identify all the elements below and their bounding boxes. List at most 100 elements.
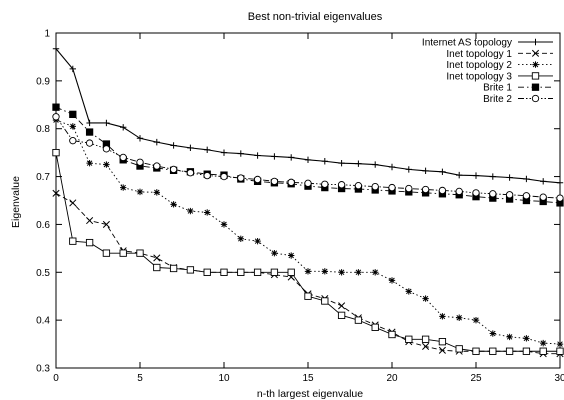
series-5 — [52, 113, 564, 202]
data-point — [153, 189, 160, 196]
legend-label: Brite 2 — [483, 94, 512, 105]
data-point — [489, 190, 497, 198]
data-point — [153, 138, 160, 146]
data-point — [472, 316, 480, 324]
data-point — [253, 175, 262, 184]
data-point — [136, 249, 144, 257]
legend-label: Internet AS topology — [422, 38, 512, 49]
data-point — [321, 268, 328, 275]
data-point — [203, 268, 211, 276]
data-point — [86, 217, 94, 225]
data-point — [203, 171, 211, 180]
data-point — [287, 268, 295, 276]
data-point — [489, 330, 496, 337]
data-point — [472, 189, 480, 197]
data-point — [136, 135, 144, 142]
data-point — [539, 347, 547, 355]
data-point — [540, 178, 547, 185]
data-point — [288, 252, 295, 259]
data-point — [85, 128, 94, 136]
data-point — [337, 181, 346, 189]
data-point — [102, 249, 111, 257]
data-point — [355, 269, 362, 276]
x-tick-label: 30 — [554, 373, 564, 384]
data-point — [371, 323, 379, 331]
y-tick-label: 0.8 — [36, 124, 50, 135]
plot-area: 0 5 10 15 20 25 30 0.3 0.4 0.5 0.6 0.7 0.8 0.9 1 — [36, 29, 564, 385]
legend-marker — [531, 94, 540, 103]
data-point — [338, 159, 345, 167]
data-point — [489, 173, 496, 180]
data-point — [489, 347, 497, 355]
data-point — [237, 174, 245, 182]
data-point — [102, 220, 110, 228]
chart-title: Best non-trivial eigenvalues — [248, 11, 383, 23]
data-point — [304, 156, 312, 164]
x-axis-label: n-th largest eigenvalue — [257, 388, 363, 400]
legend-marker — [532, 61, 539, 68]
x-tick-label: 10 — [218, 373, 230, 384]
y-tick-label: 1 — [44, 29, 50, 40]
data-point — [69, 123, 76, 130]
legend-marker — [532, 38, 539, 46]
data-point — [254, 152, 261, 159]
data-point — [52, 148, 60, 157]
data-point — [354, 182, 363, 190]
data-point — [523, 175, 530, 183]
y-tick-label: 0.4 — [36, 316, 50, 327]
data-point — [405, 184, 413, 193]
data-point — [220, 221, 228, 228]
data-point — [439, 313, 446, 320]
data-point — [270, 177, 279, 186]
data-point — [354, 316, 363, 324]
data-point — [455, 187, 463, 196]
data-point — [187, 144, 194, 152]
legend-item: Brite 2 — [483, 94, 553, 105]
data-point — [86, 119, 93, 127]
data-point — [119, 153, 127, 162]
data-point — [271, 153, 278, 160]
data-point — [556, 179, 564, 186]
data-point — [136, 158, 144, 166]
legend-item: Inet topology 3 — [446, 71, 553, 82]
data-point — [153, 254, 161, 262]
data-point — [422, 342, 430, 351]
data-point — [321, 297, 329, 305]
data-point — [304, 292, 312, 300]
legend-label: Brite 1 — [483, 83, 512, 94]
data-point — [270, 268, 279, 276]
data-point — [237, 150, 244, 157]
data-point — [204, 146, 211, 153]
data-point — [321, 158, 328, 165]
data-point — [422, 295, 429, 302]
series-2 — [52, 116, 564, 348]
data-point — [52, 113, 60, 121]
data-point — [204, 209, 211, 216]
y-tick-label: 0.3 — [36, 364, 50, 375]
data-point — [438, 186, 447, 195]
series-0 — [52, 45, 564, 186]
data-point — [421, 185, 430, 194]
x-tick-label: 0 — [53, 373, 59, 384]
data-point — [422, 167, 429, 175]
data-point — [220, 149, 228, 156]
data-point — [506, 174, 513, 181]
x-tick-label: 5 — [137, 373, 143, 384]
data-point — [556, 340, 564, 348]
y-axis-label: Eigenvalue — [10, 176, 22, 228]
data-point — [187, 207, 194, 215]
data-point — [169, 264, 178, 273]
legend-marker — [531, 72, 540, 80]
data-point — [237, 235, 244, 242]
data-point — [372, 161, 379, 168]
data-point — [421, 335, 430, 343]
data-point — [337, 311, 346, 320]
data-point — [438, 338, 447, 346]
data-point — [69, 199, 77, 207]
data-point — [522, 192, 531, 200]
y-tick-label: 0.9 — [36, 76, 50, 87]
data-point — [522, 347, 531, 355]
data-point — [388, 277, 396, 284]
legend-label: Inet topology 2 — [446, 60, 512, 71]
data-point — [321, 180, 329, 188]
